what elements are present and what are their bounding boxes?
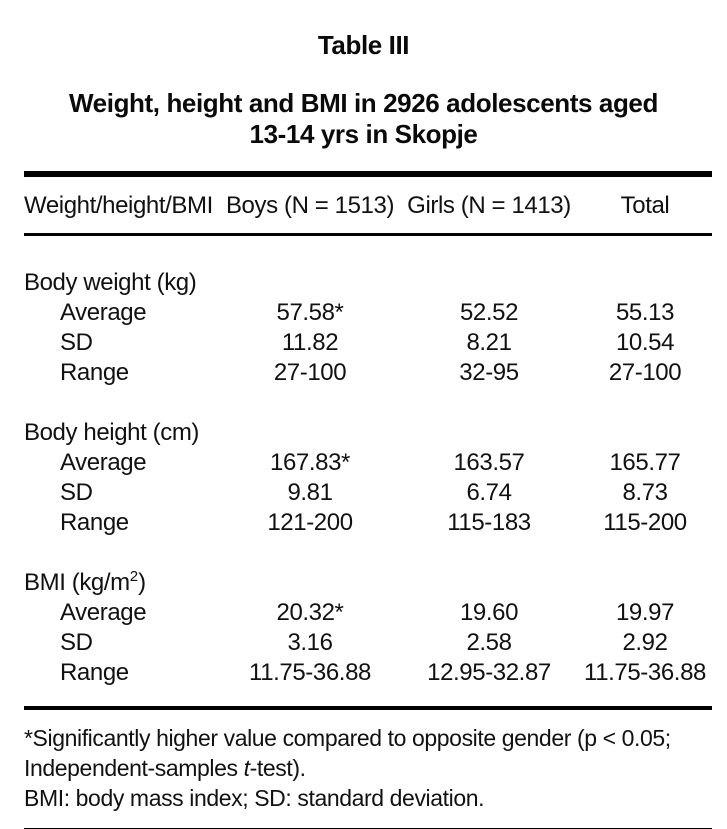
section-label: Body weight (kg) — [24, 269, 197, 296]
row-label: SD — [60, 629, 93, 656]
girls-value: 163.57 — [453, 449, 525, 476]
total-value: 115-200 — [603, 509, 687, 536]
total-value: 8.73 — [622, 479, 668, 506]
girls-value: 6.74 — [466, 479, 512, 506]
row-label: SD — [60, 479, 93, 506]
total-value: 10.54 — [615, 329, 675, 356]
girls-value: 2.58 — [466, 629, 512, 656]
boys-value: 11.75-36.88 — [249, 659, 371, 686]
column-header-total: Total — [620, 192, 670, 219]
table-row: Range 121-200 115-183 115-200 — [24, 508, 712, 538]
table-title-line2: 13-14 yrs in Skopje — [249, 119, 478, 149]
section-body-height: Body height (cm) Average 167.83* 163.57 … — [24, 412, 712, 538]
girls-value: 19.60 — [459, 599, 519, 626]
section-label: BMI (kg/m2) — [24, 568, 146, 596]
table-header-row: Weight/height/BMI Boys (N = 1513) Girls … — [24, 177, 712, 233]
row-label: Average — [60, 449, 147, 476]
italic-t: t — [243, 755, 250, 781]
boys-value: 27-100 — [273, 359, 347, 386]
boys-value: 167.83* — [270, 449, 350, 476]
column-header-variable: Weight/height/BMI — [24, 192, 213, 219]
superscript-2: 2 — [129, 568, 139, 585]
boys-value: 3.16 — [287, 629, 333, 656]
total-value: 19.97 — [615, 599, 675, 626]
header-rule — [24, 233, 712, 236]
row-label: Range — [60, 659, 129, 686]
row-label: Range — [60, 359, 129, 386]
boys-value: 9.81 — [287, 479, 333, 506]
row-label: Average — [60, 599, 147, 626]
table-row: Range 27-100 32-95 27-100 — [24, 358, 712, 388]
section-label: Body height (cm) — [24, 419, 200, 446]
footnote-rule — [24, 706, 712, 710]
table-row: Range 11.75-36.88 12.95-32.87 11.75-36.8… — [24, 658, 712, 688]
table-row: Average 57.58* 52.52 55.13 — [24, 298, 712, 328]
table: Weight/height/BMI Boys (N = 1513) Girls … — [24, 171, 712, 829]
boys-value: 57.58* — [276, 299, 344, 326]
table-row: Average 20.32* 19.60 19.97 — [24, 598, 712, 628]
table-title: Weight, height and BMI in 2926 adolescen… — [0, 61, 727, 150]
total-value: 2.92 — [622, 629, 668, 656]
girls-value: 32-95 — [459, 359, 519, 386]
footnote-significance: *Significantly higher value compared to … — [24, 725, 671, 781]
footnotes: *Significantly higher value compared to … — [24, 710, 712, 813]
table-row: SD 11.82 8.21 10.54 — [24, 328, 712, 358]
table-title-line1: Weight, height and BMI in 2926 adolescen… — [69, 88, 658, 118]
section-bmi: BMI (kg/m2) Average 20.32* 19.60 19.97 S… — [24, 562, 712, 688]
column-header-boys: Boys (N = 1513) — [225, 192, 395, 219]
girls-value: 12.95-32.87 — [427, 659, 551, 686]
row-label: Average — [60, 299, 147, 326]
boys-value: 11.82 — [281, 329, 339, 356]
table-row: SD 3.16 2.58 2.92 — [24, 628, 712, 658]
table-row: Average 167.83* 163.57 165.77 — [24, 448, 712, 478]
girls-value: 52.52 — [459, 299, 519, 326]
boys-value: 121-200 — [267, 509, 353, 536]
total-value: 11.75-36.88 — [584, 659, 706, 686]
top-rule — [24, 171, 712, 177]
table-body: Body weight (kg) Average 57.58* 52.52 55… — [24, 236, 712, 688]
footnote-abbreviations: BMI: body mass index; SD: standard devia… — [24, 785, 485, 811]
column-header-girls: Girls (N = 1413) — [407, 192, 571, 219]
section-body-weight: Body weight (kg) Average 57.58* 52.52 55… — [24, 262, 712, 388]
total-value: 165.77 — [609, 449, 681, 476]
table-number: Table III — [317, 30, 410, 60]
total-value: 55.13 — [615, 299, 675, 326]
row-label: SD — [60, 329, 93, 356]
total-value: 27-100 — [608, 359, 682, 386]
girls-value: 8.21 — [466, 329, 512, 356]
boys-value: 20.32* — [276, 599, 344, 626]
table-row: SD 9.81 6.74 8.73 — [24, 478, 712, 508]
girls-value: 115-183 — [447, 509, 531, 536]
row-label: Range — [60, 509, 129, 536]
